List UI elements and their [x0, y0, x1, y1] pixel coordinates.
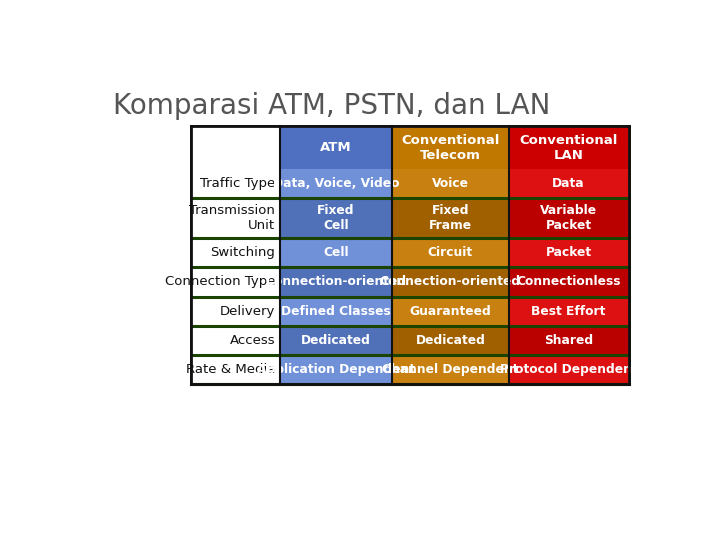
FancyBboxPatch shape: [280, 168, 392, 198]
FancyBboxPatch shape: [392, 238, 508, 267]
FancyBboxPatch shape: [508, 355, 629, 384]
Text: Protocol Dependent: Protocol Dependent: [500, 363, 637, 376]
FancyBboxPatch shape: [392, 126, 508, 168]
FancyBboxPatch shape: [280, 326, 392, 355]
Text: Shared: Shared: [544, 334, 593, 347]
FancyBboxPatch shape: [280, 126, 392, 168]
Text: Traffic Type: Traffic Type: [200, 177, 275, 190]
FancyBboxPatch shape: [191, 296, 280, 326]
Text: Access: Access: [230, 334, 275, 347]
Text: Rate & Media: Rate & Media: [186, 363, 275, 376]
Text: Fixed
Cell: Fixed Cell: [318, 204, 355, 232]
FancyBboxPatch shape: [392, 198, 508, 238]
Text: Komparasi ATM, PSTN, dan LAN: Komparasi ATM, PSTN, dan LAN: [113, 92, 551, 120]
FancyBboxPatch shape: [280, 238, 392, 267]
Text: Conventional
LAN: Conventional LAN: [519, 133, 618, 161]
Text: Connection-oriented: Connection-oriented: [266, 275, 407, 288]
FancyBboxPatch shape: [191, 355, 280, 384]
FancyBboxPatch shape: [191, 326, 280, 355]
FancyBboxPatch shape: [508, 168, 629, 198]
Text: Variable
Packet: Variable Packet: [540, 204, 597, 232]
FancyBboxPatch shape: [508, 296, 629, 326]
FancyBboxPatch shape: [191, 267, 280, 296]
FancyBboxPatch shape: [280, 355, 392, 384]
FancyBboxPatch shape: [191, 168, 280, 198]
FancyBboxPatch shape: [508, 126, 629, 168]
Text: Dedicated: Dedicated: [301, 334, 371, 347]
FancyBboxPatch shape: [191, 238, 280, 267]
Text: Channel Dependent: Channel Dependent: [382, 363, 518, 376]
Text: ATM: ATM: [320, 141, 352, 154]
FancyBboxPatch shape: [392, 267, 508, 296]
Text: Voice: Voice: [432, 177, 469, 190]
FancyBboxPatch shape: [191, 126, 629, 384]
FancyBboxPatch shape: [191, 126, 280, 168]
Text: Guaranteed: Guaranteed: [410, 305, 491, 318]
Text: Conventional
Telecom: Conventional Telecom: [401, 133, 500, 161]
FancyBboxPatch shape: [392, 355, 508, 384]
Text: Transmission
Unit: Transmission Unit: [189, 204, 275, 232]
FancyBboxPatch shape: [392, 326, 508, 355]
FancyBboxPatch shape: [280, 198, 392, 238]
Text: Switching: Switching: [210, 246, 275, 259]
Text: Application Dependent: Application Dependent: [257, 363, 415, 376]
Text: Connectionless: Connectionless: [516, 275, 621, 288]
Text: Data: Data: [552, 177, 585, 190]
Text: Data, Voice, Video: Data, Voice, Video: [273, 177, 400, 190]
Text: Packet: Packet: [546, 246, 592, 259]
Text: Fixed
Frame: Fixed Frame: [429, 204, 472, 232]
Text: Circuit: Circuit: [428, 246, 473, 259]
Text: Best Effort: Best Effort: [531, 305, 606, 318]
FancyBboxPatch shape: [392, 168, 508, 198]
Text: Cell: Cell: [323, 246, 349, 259]
FancyBboxPatch shape: [280, 267, 392, 296]
FancyBboxPatch shape: [508, 238, 629, 267]
FancyBboxPatch shape: [508, 198, 629, 238]
Text: Connection Type: Connection Type: [165, 275, 275, 288]
FancyBboxPatch shape: [191, 198, 280, 238]
Text: Dedicated: Dedicated: [415, 334, 485, 347]
Text: Connection-oriented: Connection-oriented: [380, 275, 521, 288]
Text: Defined Classes: Defined Classes: [282, 305, 391, 318]
FancyBboxPatch shape: [280, 296, 392, 326]
Text: Delivery: Delivery: [220, 305, 275, 318]
FancyBboxPatch shape: [508, 326, 629, 355]
FancyBboxPatch shape: [508, 267, 629, 296]
FancyBboxPatch shape: [392, 296, 508, 326]
